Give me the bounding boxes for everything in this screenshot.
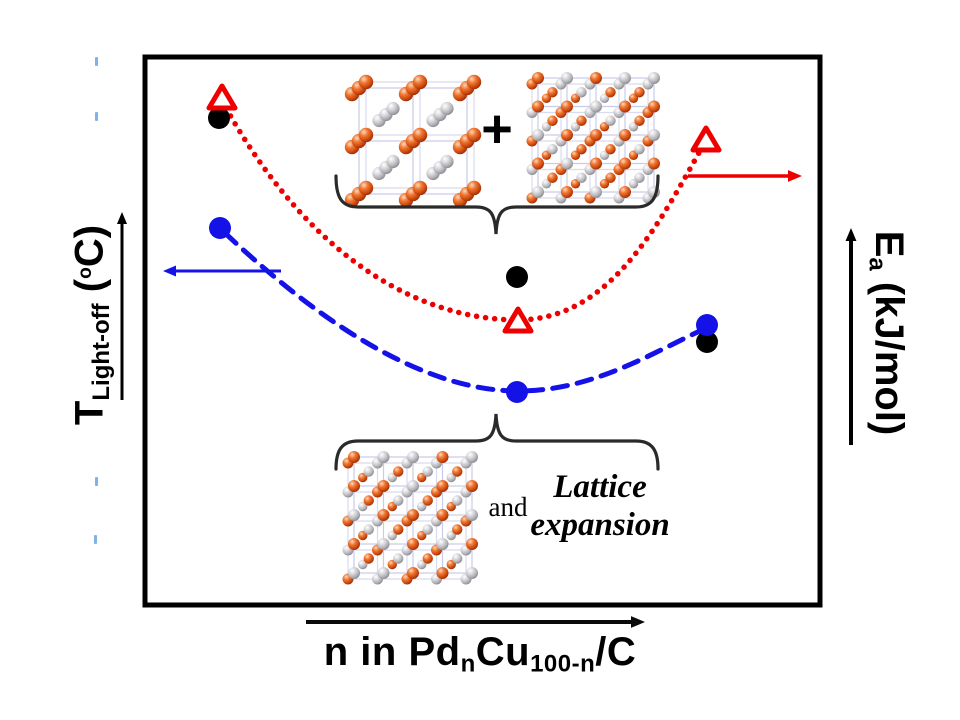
y-axis-label-right: Ea (kJ/mol) bbox=[859, 153, 919, 513]
y-axis-label-left: TLight-off (oC) bbox=[56, 115, 116, 535]
x-axis-label: n in PdnCu100-n/C bbox=[250, 630, 710, 679]
bottom-overbrace bbox=[334, 413, 660, 471]
t-unit-open: ( bbox=[67, 278, 112, 304]
trend-dashed bbox=[222, 230, 705, 394]
x-part3: /C bbox=[595, 630, 637, 674]
x-axis-arrow bbox=[306, 616, 645, 628]
plus-sign: + bbox=[481, 99, 513, 159]
plot-frame bbox=[142, 54, 823, 608]
x-part1: n in Pd bbox=[323, 630, 461, 674]
lattice-expansion-caption: Lattice expansion bbox=[505, 468, 695, 544]
markers-circle-#000000 bbox=[208, 107, 718, 353]
trend-dotted bbox=[223, 105, 704, 323]
top-underbrace bbox=[334, 174, 660, 235]
caption-line-1: Lattice bbox=[553, 469, 647, 505]
degree-symbol: o bbox=[75, 267, 96, 279]
stray-ticks bbox=[94, 57, 98, 544]
markers-triangle-open-#ee0000 bbox=[206, 83, 722, 334]
and-text: and bbox=[488, 492, 528, 522]
ordered-pdcu-lattice bbox=[344, 74, 482, 208]
t-subscript: Light-off bbox=[88, 303, 116, 401]
ea-subscript: a bbox=[863, 257, 891, 271]
caption-line-2: expansion bbox=[530, 507, 670, 543]
random-alloy-lattice-bottom bbox=[342, 451, 478, 585]
ea-unit: (kJ/mol) bbox=[867, 270, 911, 436]
left-axis-arrow bbox=[116, 212, 128, 400]
red-right-arrow bbox=[688, 170, 802, 182]
random-alloy-lattice-top bbox=[526, 72, 660, 204]
t-unit-close: C) bbox=[67, 224, 112, 268]
x-sub2: 100-n bbox=[530, 650, 596, 678]
x-sub1: n bbox=[460, 650, 476, 678]
ea-symbol: E bbox=[867, 230, 911, 258]
markers-circle-#1512e8 bbox=[209, 217, 718, 403]
t-symbol: T bbox=[67, 400, 112, 426]
right-axis-arrow bbox=[845, 228, 857, 445]
x-part2: Cu bbox=[475, 630, 531, 674]
blue-left-arrow bbox=[163, 265, 281, 277]
